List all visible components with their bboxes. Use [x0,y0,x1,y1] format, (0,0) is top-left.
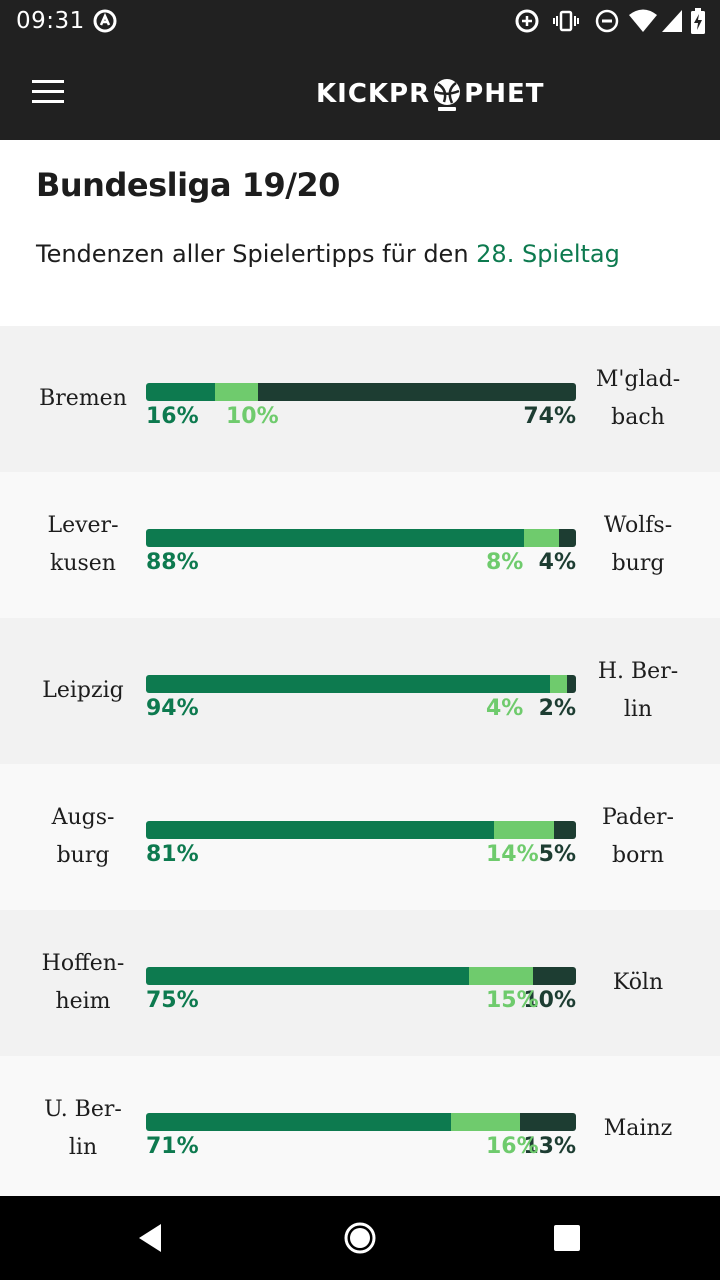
home-team-name: Augs-burg [51,805,115,868]
draw-win-segment [524,529,559,547]
wifi-icon [628,8,658,34]
away-win-percentage: 5% [538,842,576,867]
away-team-name: H. Ber-lin [597,659,679,722]
draw-win-segment [214,383,258,401]
away-win-percentage: 74% [523,404,576,429]
home-team-name: Leipzig [42,678,124,703]
draw-percentage: 14% [486,842,539,867]
home-win-percentage: 81% [146,842,199,867]
away-win-percentage: 10% [523,988,576,1013]
tendency-bar [146,675,576,693]
away-team-name: Wolfs-burg [603,513,673,576]
home-win-segment [146,529,525,547]
match-row[interactable]: Augs-burg Pader-born 81% 5% 14% [0,764,720,910]
signal-icon [660,8,684,34]
hamburger-menu-icon[interactable] [30,77,68,107]
data-saver-icon [514,8,540,34]
status-bar: 09:31 [0,0,720,44]
home-team-name: Lever-kusen [47,513,119,576]
home-win-segment [146,967,469,985]
home-win-percentage: 94% [146,696,199,721]
navigation-bar [0,1196,720,1280]
away-team-name: M'glad-bach [595,367,681,430]
away-team-name: Mainz [603,1116,673,1141]
home-icon[interactable] [340,1218,380,1258]
battery-charging-icon [690,8,706,34]
away-win-percentage: 2% [538,696,576,721]
tendency-bar [146,821,576,839]
draw-win-segment [468,967,533,985]
logo-text-left: KICKPR [316,79,431,109]
home-win-segment [146,821,495,839]
home-win-segment [146,675,551,693]
back-icon[interactable] [130,1218,170,1258]
tendency-bar [146,967,576,985]
match-row[interactable]: U. Ber-lin Mainz 71% 13% 16% [0,1056,720,1202]
draw-win-segment [550,675,568,693]
match-row[interactable]: Bremen M'glad-bach 16% 74% 10% [0,326,720,472]
app-notification-icon [92,8,118,34]
home-win-percentage: 71% [146,1134,199,1159]
home-win-percentage: 16% [146,404,199,429]
tendency-bar [146,383,576,401]
away-win-percentage: 4% [538,550,576,575]
matchday-link[interactable]: 28. Spieltag [476,240,620,268]
match-row[interactable]: Hoffen-heim Köln 75% 10% 15% [0,910,720,1056]
logo-text-right: PHET [464,79,545,109]
away-win-segment [567,675,576,693]
away-win-segment [533,967,576,985]
draw-percentage: 16% [486,1134,539,1159]
away-win-segment [558,529,576,547]
page-subtitle: Tendenzen aller Spielertipps für den 28.… [36,240,620,268]
home-win-percentage: 75% [146,988,199,1013]
home-team-name: U. Ber-lin [44,1097,122,1160]
draw-win-segment [451,1113,521,1131]
vibrate-icon [552,8,580,34]
app-logo[interactable]: KICKPR PHET [316,74,544,114]
home-win-segment [146,383,215,401]
tendency-bar [146,1113,576,1131]
home-team-name: Hoffen-heim [41,951,125,1014]
app-bar: KICKPR PHET [0,44,720,140]
tendency-bar [146,529,576,547]
draw-percentage: 15% [486,988,539,1013]
status-time: 09:31 [16,8,85,34]
match-list: Bremen M'glad-bach 16% 74% 10% Lever-kusen Wol… [0,326,720,1202]
page-title: Bundesliga 19/20 [36,166,340,204]
draw-win-segment [494,821,555,839]
away-win-segment [554,821,576,839]
away-team-name: Köln [612,970,664,995]
draw-percentage: 4% [486,696,524,721]
do-not-disturb-icon [594,8,620,34]
draw-percentage: 8% [486,550,524,575]
draw-percentage: 10% [226,404,279,429]
recents-icon[interactable] [547,1218,587,1258]
subtitle-text: Tendenzen aller Spielertipps für den [36,240,477,268]
away-win-segment [520,1113,576,1131]
home-team-name: Bremen [39,386,127,411]
home-win-percentage: 88% [146,550,199,575]
football-icon [432,76,462,112]
away-team-name: Pader-born [602,805,674,868]
home-win-segment [146,1113,452,1131]
away-win-segment [257,383,576,401]
away-win-percentage: 13% [523,1134,576,1159]
match-row[interactable]: Leipzig H. Ber-lin 94% 2% 4% [0,618,720,764]
match-row[interactable]: Lever-kusen Wolfs-burg 88% 4% 8% [0,472,720,618]
